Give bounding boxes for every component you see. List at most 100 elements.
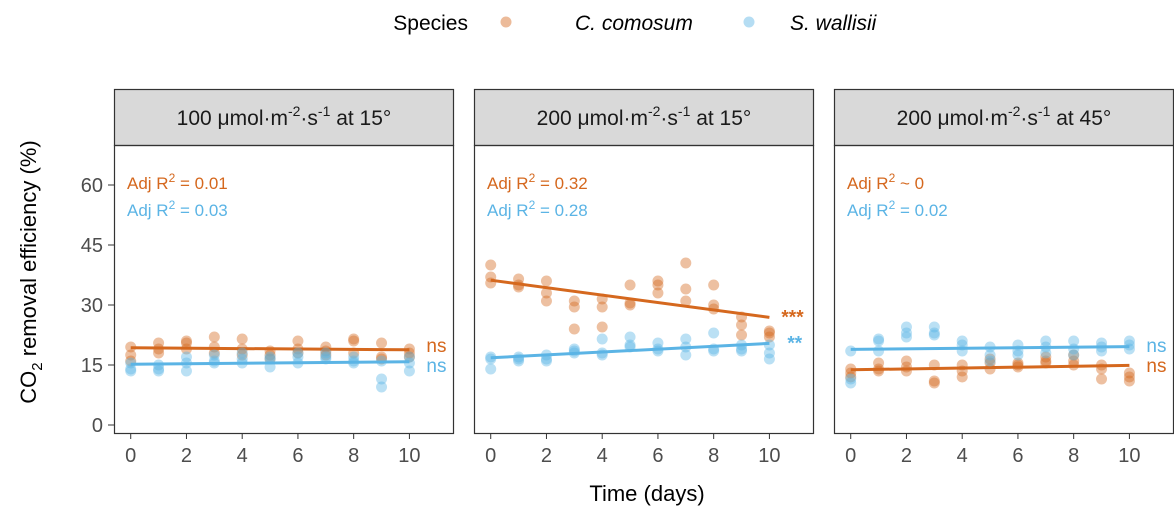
data-point [153, 363, 165, 375]
fit-line [130, 360, 410, 366]
data-point [680, 333, 692, 345]
data-point [900, 355, 912, 367]
data-point [292, 351, 304, 363]
data-point [596, 301, 608, 313]
data-point [180, 335, 192, 347]
data-point [873, 333, 885, 345]
data-point [680, 349, 692, 361]
data-point [845, 373, 857, 385]
x-axis-title: Time (days) [589, 481, 704, 506]
panel-frame [473, 144, 815, 435]
y-tick-label: 0 [92, 415, 103, 437]
data-point [652, 279, 664, 291]
data-point [1068, 349, 1080, 361]
significance-label: *** [781, 307, 804, 328]
x-tick-label: 2 [901, 445, 912, 467]
y-tick-label: 30 [81, 295, 103, 317]
data-point [708, 327, 720, 339]
data-point [1012, 349, 1024, 361]
y-tick-label: 45 [81, 235, 103, 257]
data-point [928, 329, 940, 341]
fit-line [490, 278, 770, 319]
data-point [320, 351, 332, 363]
data-point [1040, 351, 1052, 363]
data-point [320, 349, 332, 361]
data-point [984, 357, 996, 369]
data-point [485, 277, 497, 289]
legend-key-c-comosum [500, 16, 512, 28]
data-point [264, 349, 276, 361]
data-point [763, 353, 775, 365]
x-tick-label: 6 [1012, 445, 1023, 467]
data-point [348, 333, 360, 345]
x-tick-label: 8 [708, 445, 719, 467]
r2-label: Adj R2 = 0.02 [847, 198, 948, 220]
x-tick-label: 10 [398, 445, 420, 467]
data-point [1040, 347, 1052, 359]
data-point [596, 321, 608, 333]
r2-label: Adj R2 = 0.32 [487, 171, 588, 193]
x-tick-label: 6 [292, 445, 303, 467]
data-point [624, 339, 636, 351]
y-tick-label: 15 [81, 355, 103, 377]
data-point [763, 331, 775, 343]
data-point [1068, 355, 1080, 367]
data-point [485, 259, 497, 271]
data-point [763, 325, 775, 337]
significance-label: ns [426, 336, 446, 357]
data-point [348, 351, 360, 363]
x-tick-label: 8 [348, 445, 359, 467]
panel-3: 200 μmol·m-2·s-1 at 45° 0 2 4 6 8 10 Adj R2 ~ 0… [833, 88, 1174, 467]
panel-strip-label: 200 μmol·m-2·s-1 at 15° [537, 103, 752, 130]
x-tick-label: 4 [957, 445, 968, 467]
data-point [153, 365, 165, 377]
data-point [403, 351, 415, 363]
data-point [900, 321, 912, 333]
y-tick-label: 60 [81, 175, 103, 197]
x-tick-label: 4 [597, 445, 608, 467]
data-point [845, 377, 857, 389]
data-point [125, 349, 137, 361]
data-point [624, 331, 636, 343]
data-point [873, 335, 885, 347]
data-point [928, 377, 940, 389]
x-tick-label: 2 [541, 445, 552, 467]
data-point [763, 347, 775, 359]
x-tick-label: 4 [237, 445, 248, 467]
panel-strip-label: 100 μmol·m-2·s-1 at 15° [177, 103, 392, 130]
data-point [708, 345, 720, 357]
significance-label: ns [1146, 336, 1166, 357]
data-point [1040, 355, 1052, 367]
data-point [403, 365, 415, 377]
r2-label: Adj R2 = 0.01 [127, 171, 228, 193]
panels: 100 μmol·m-2·s-1 at 15° 0 2 4 6 8 10 Adj R2 = 0… [113, 88, 1174, 467]
panel-2: 200 μmol·m-2·s-1 at 15° 0 2 4 6 8 10 Adj R2 = 0… [473, 88, 815, 467]
data-point [540, 295, 552, 307]
data-point [984, 353, 996, 365]
legend-key-s-wallisii [743, 16, 755, 28]
data-point [292, 347, 304, 359]
x-tick-label: 2 [181, 445, 192, 467]
data-point [652, 345, 664, 357]
data-point [376, 351, 388, 363]
data-point [984, 355, 996, 367]
data-point [1123, 367, 1135, 379]
data-point [264, 351, 276, 363]
x-tick-label: 0 [485, 445, 496, 467]
data-point [1096, 373, 1108, 385]
significance-label: ns [426, 356, 446, 377]
panel-frame [113, 144, 455, 435]
data-point [680, 283, 692, 295]
y-axis: 0 15 30 45 60 [81, 175, 114, 437]
data-point [708, 279, 720, 291]
fit-line [130, 346, 410, 352]
x-tick-label: 0 [845, 445, 856, 467]
data-point [1123, 335, 1135, 347]
data-point [236, 349, 248, 361]
x-tick-label: 10 [1118, 445, 1140, 467]
fit-line [850, 345, 1130, 351]
data-point [763, 327, 775, 339]
data-point [1068, 335, 1080, 347]
data-point [540, 275, 552, 287]
